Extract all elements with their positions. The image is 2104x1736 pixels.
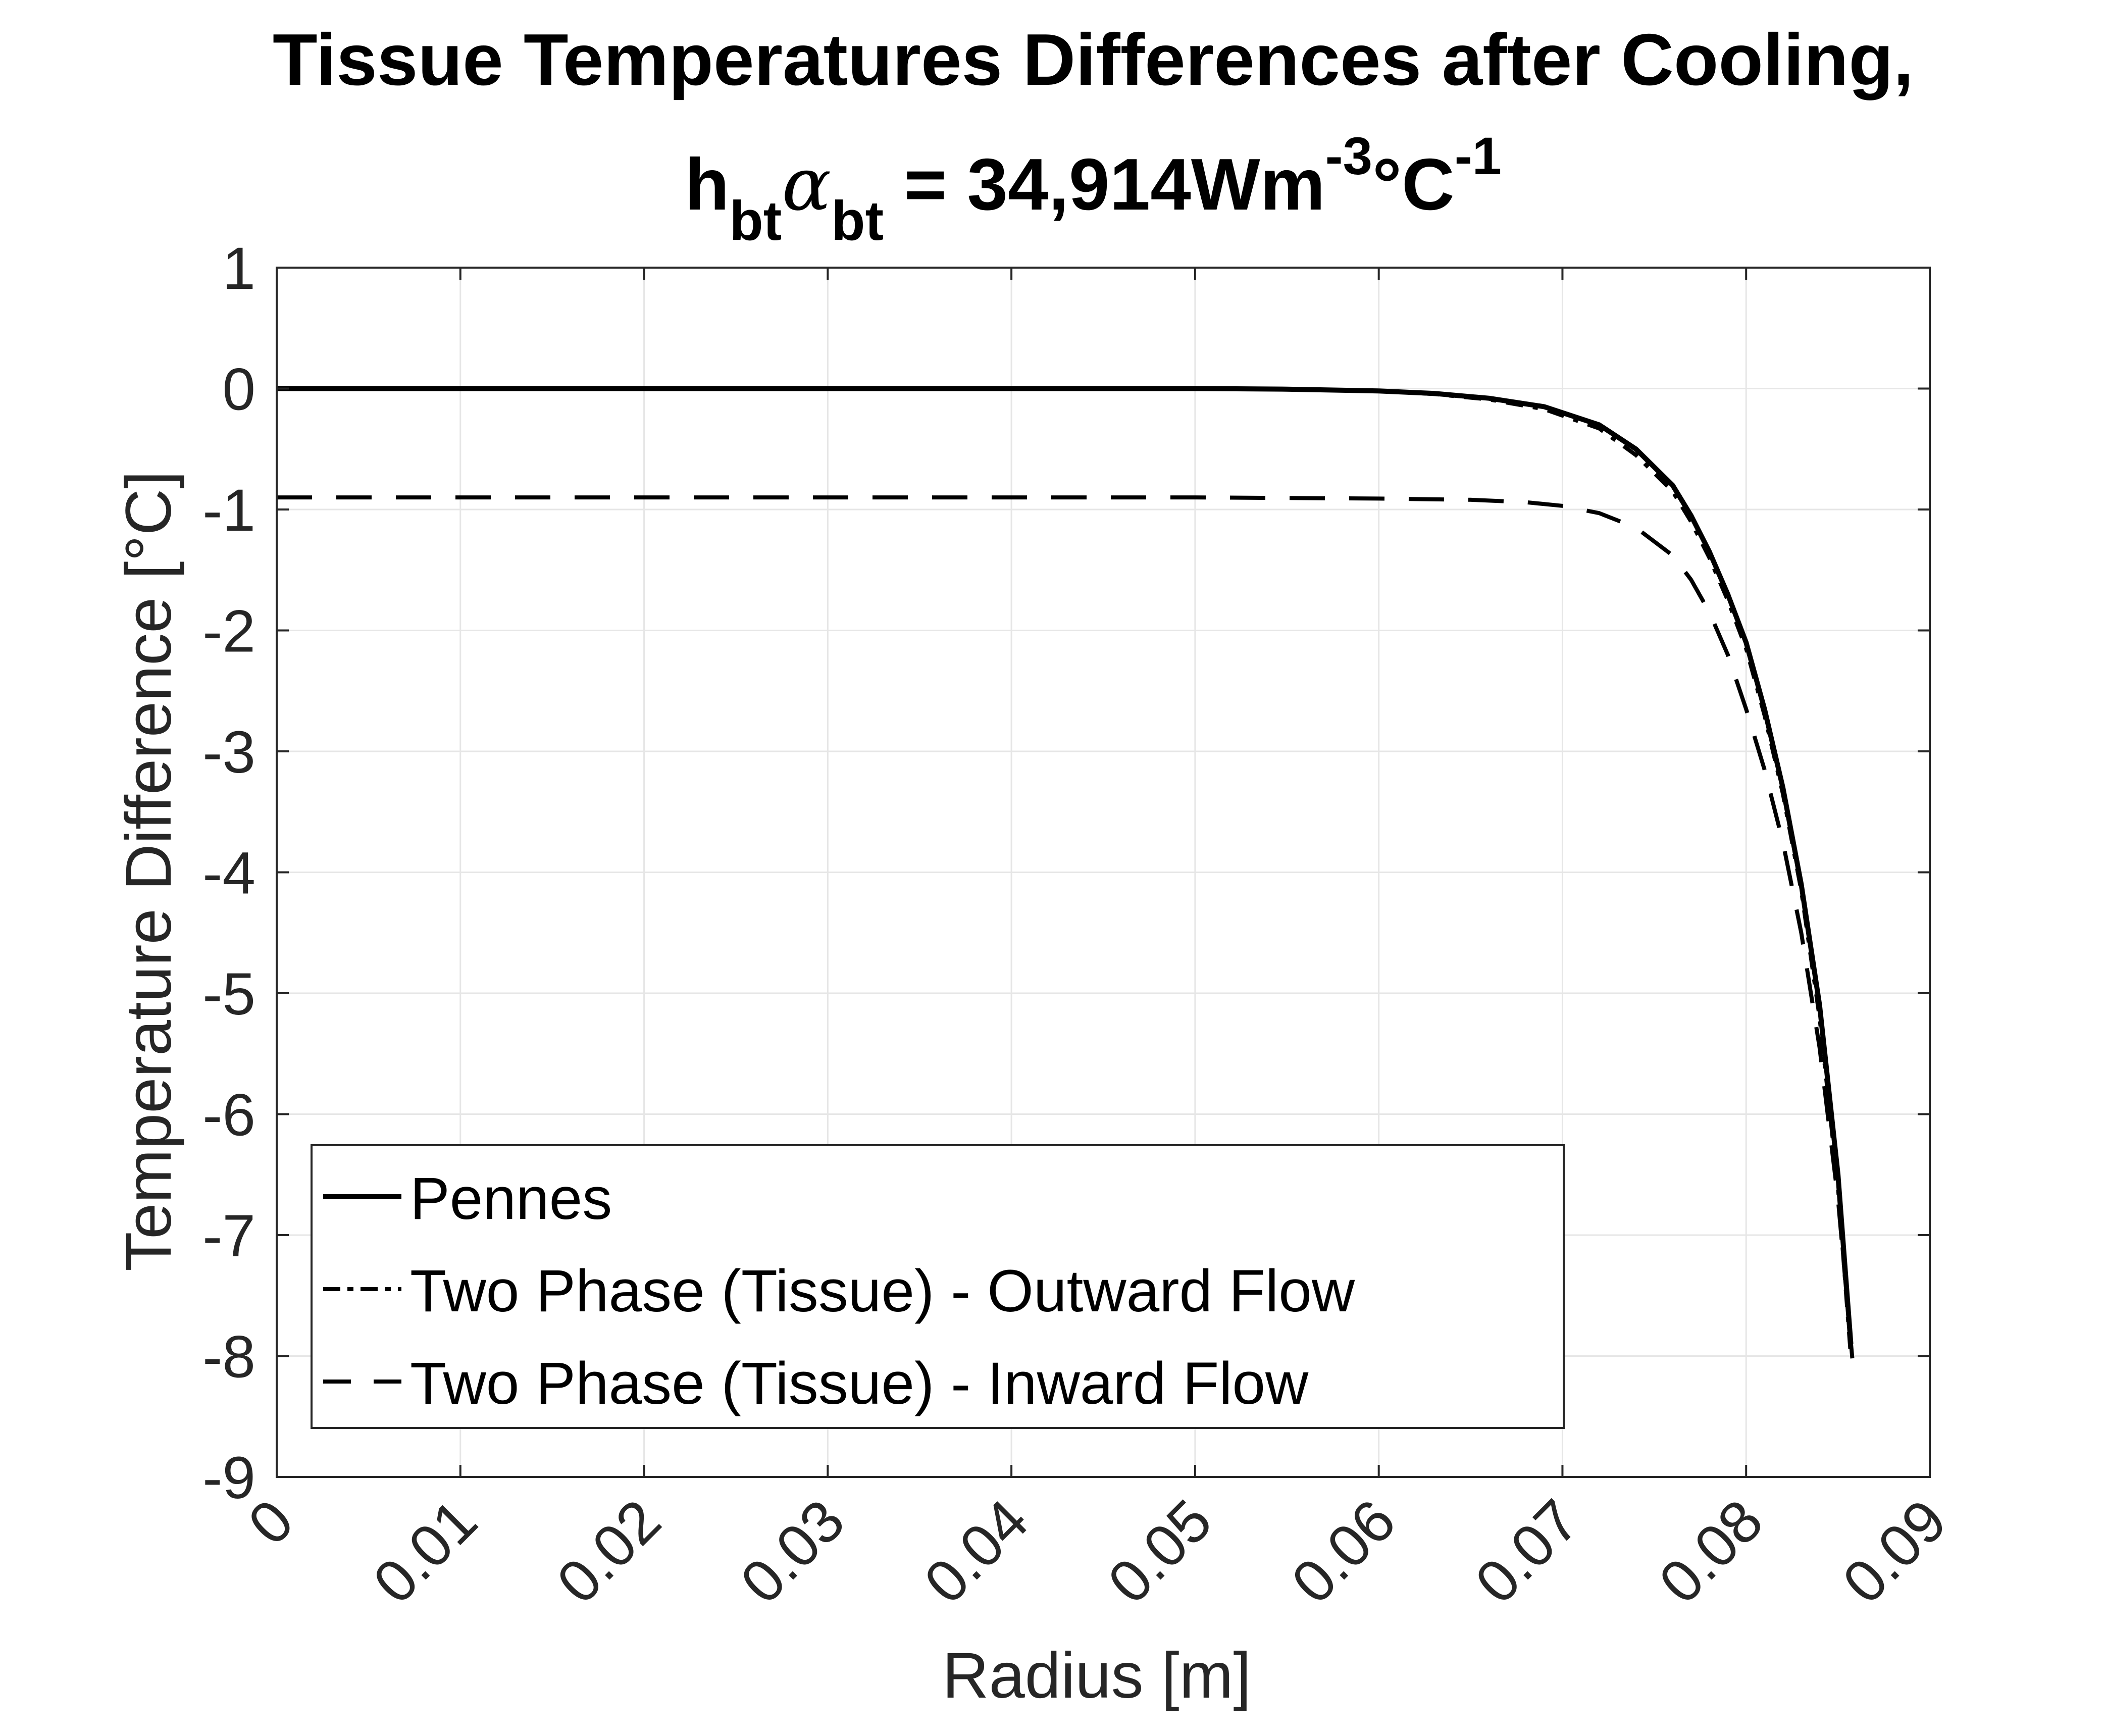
title-alpha-sub: bt: [831, 190, 884, 252]
y-tick-label: -8: [202, 1324, 255, 1391]
title-h-sub: bt: [730, 190, 782, 252]
x-tick-label: 0.01: [361, 1487, 490, 1616]
title-exp2: -1: [1455, 127, 1502, 186]
y-tick-label: 0: [222, 356, 255, 423]
x-tick-label: 0.03: [728, 1487, 857, 1616]
y-axis-label: Temperature Difference [°C]: [113, 471, 185, 1271]
y-tick-label: -4: [202, 840, 255, 907]
chart-title-line2: hbtαbt = 34,914Wm-3°C-1: [685, 127, 1502, 252]
y-tick-label: -1: [202, 477, 255, 544]
legend-label-1: Two Phase (Tissue) - Outward Flow: [410, 1258, 1355, 1324]
x-tick-label: 0.04: [912, 1487, 1041, 1616]
title-h: h: [685, 143, 730, 225]
title-exp1: -3: [1325, 127, 1372, 186]
legend-box: [311, 1144, 1565, 1429]
x-tick-label: 0.07: [1463, 1487, 1592, 1616]
plot-area: 0 0.01 0.02 0.03 0.04 0.05 0.06 0.07 0.08 0.0910-…: [202, 235, 1959, 1616]
x-tick-label: 0.08: [1647, 1487, 1776, 1616]
legend-label-0: Pennes: [410, 1165, 612, 1232]
title-unit: °C: [1372, 143, 1455, 225]
chart-title-line1: Tissue Temperatures Differences after Co…: [273, 19, 1914, 100]
y-tick-label: -5: [202, 961, 255, 1028]
x-tick-label: 0.06: [1279, 1487, 1408, 1616]
x-axis-label: Radius [m]: [942, 1640, 1251, 1712]
y-tick-label: 1: [222, 235, 255, 302]
series-line-1: [277, 386, 1853, 1356]
y-tick-label: -6: [202, 1082, 255, 1149]
title-alpha: α: [782, 142, 831, 227]
x-tick-label: 0.02: [544, 1487, 674, 1616]
legend-label-2: Two Phase (Tissue) - Inward Flow: [410, 1350, 1309, 1417]
y-tick-label: -9: [202, 1445, 255, 1511]
y-tick-label: -2: [202, 598, 255, 665]
x-tick-label: 0.09: [1830, 1487, 1960, 1616]
title-eq: = 34,914Wm: [884, 143, 1325, 225]
y-tick-label: -3: [202, 719, 255, 786]
legend: Pennes Two Phase (Tissue) - Outward Flow T…: [311, 1144, 1565, 1429]
x-tick-label: 0.05: [1096, 1487, 1225, 1616]
y-tick-label: -7: [202, 1203, 255, 1269]
series-line-2: [277, 495, 1855, 1362]
